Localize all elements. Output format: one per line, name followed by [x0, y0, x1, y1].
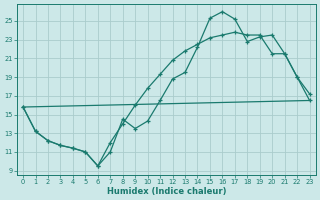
X-axis label: Humidex (Indice chaleur): Humidex (Indice chaleur) — [107, 187, 226, 196]
